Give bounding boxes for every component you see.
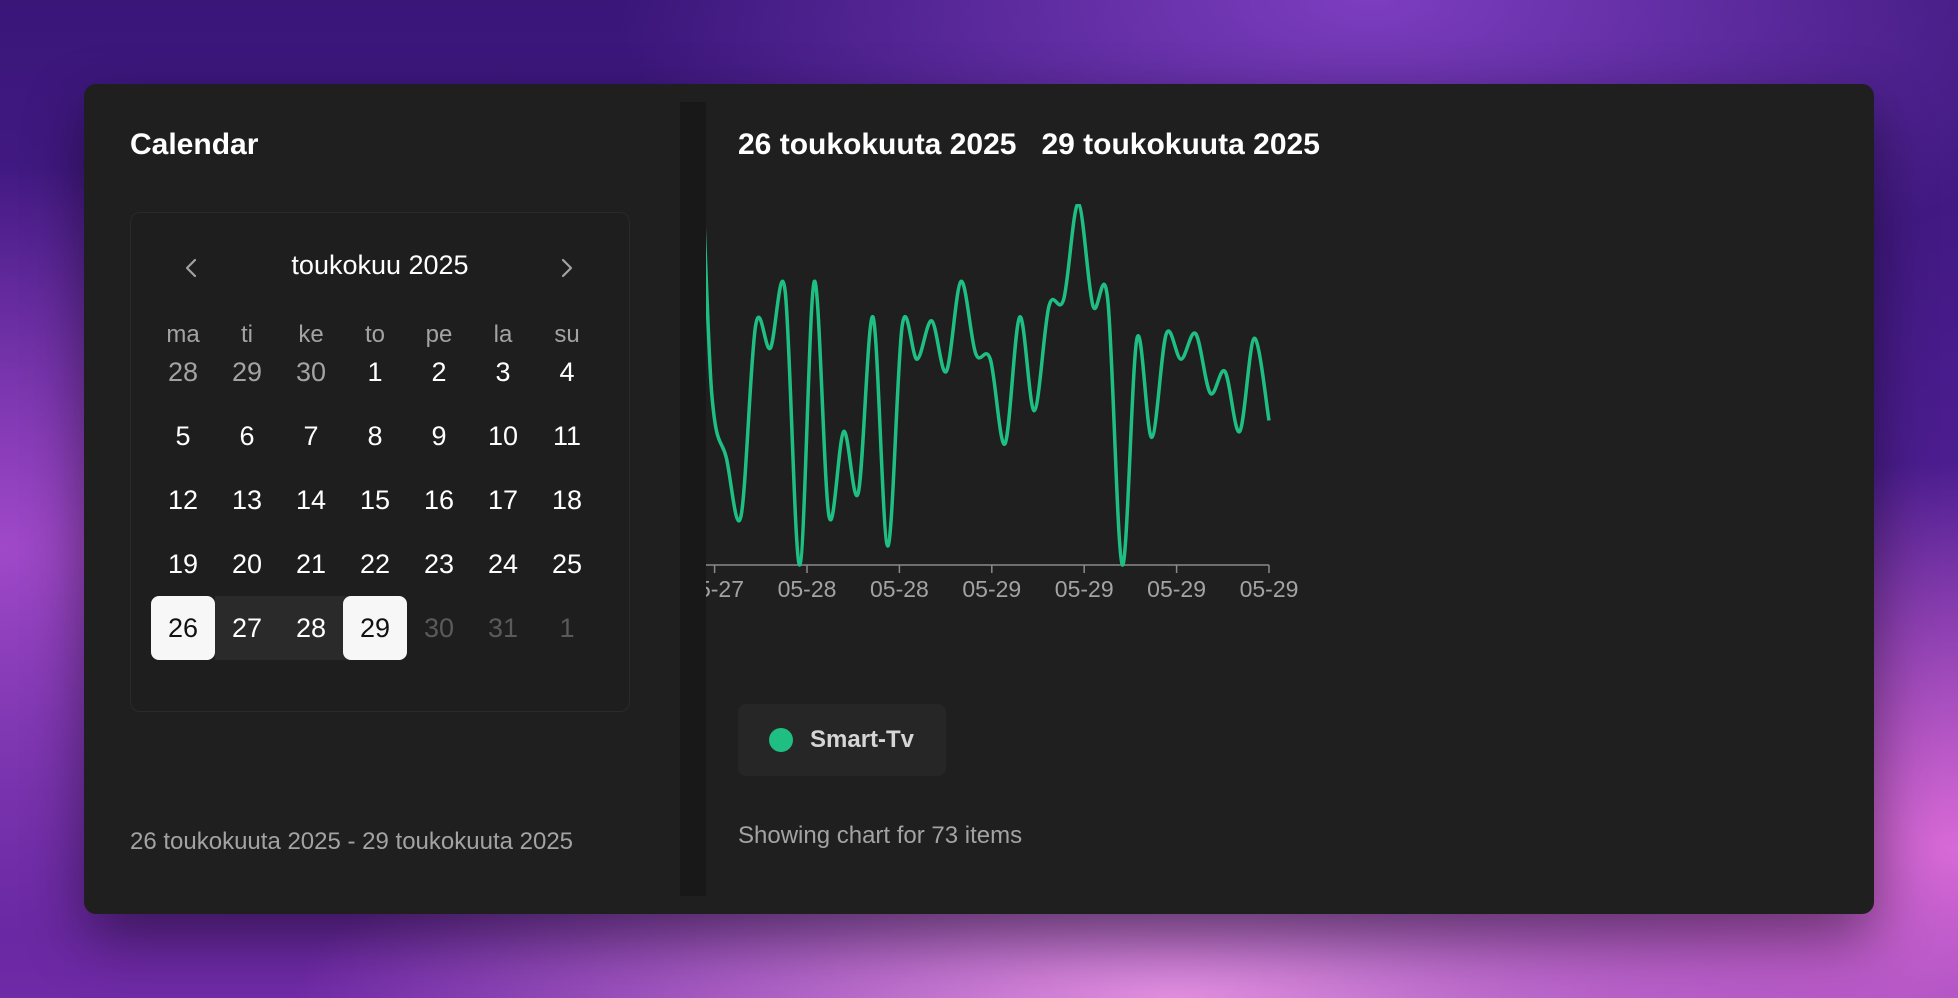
calendar-day[interactable]: 4 [559, 357, 575, 387]
calendar-day[interactable]: 25 [551, 549, 583, 579]
chevron-right-icon [561, 258, 573, 278]
date-range-chart-card: Calendar toukokuu 2025 ma ti ke to pe la su 28… [84, 84, 1874, 914]
calendar-day[interactable]: 24 [487, 549, 519, 579]
calendar-day[interactable]: 6 [239, 421, 255, 451]
calendar-day[interactable]: 16 [423, 485, 455, 515]
calendar-day[interactable]: 11 [552, 421, 582, 451]
calendar-day[interactable]: 14 [295, 485, 327, 515]
weekday-label: pe [425, 321, 453, 348]
chart-panel: 26 toukokuuta 2025 29 toukokuuta 2025 40… [706, 84, 1874, 914]
x-tick-label: 05-28 [870, 576, 929, 602]
weekday-label: to [364, 321, 385, 348]
calendar-day[interactable]: 22 [359, 549, 391, 579]
x-tick-label: 05-29 [1055, 576, 1114, 602]
x-tick-label: 05-28 [778, 576, 837, 602]
series-line-smart-tv [706, 204, 1271, 567]
weekday-label: ti [241, 321, 253, 348]
calendar-day[interactable]: 8 [367, 421, 383, 451]
weekday-label: su [554, 321, 580, 348]
calendar-panel: Calendar toukokuu 2025 ma ti ke to pe la su 28… [84, 84, 680, 914]
line-chart: 40100400900200005-2705-2705-2705-2705-27… [706, 204, 1299, 602]
calendar-day[interactable]: 18 [551, 485, 583, 515]
previous-month-button[interactable] [171, 248, 211, 288]
month-label: toukokuu 2025 [291, 250, 469, 280]
calendar-day[interactable]: 2 [431, 357, 447, 387]
calendar-day[interactable]: 3 [495, 357, 511, 387]
calendar-day[interactable]: 23 [423, 549, 455, 579]
calendar-widget: toukokuu 2025 ma ti ke to pe la su 28 29 30 1 2 3 4 5… [130, 212, 630, 712]
calendar-day[interactable]: 19 [167, 549, 199, 579]
weekday-label: ma [166, 321, 200, 348]
weekday-label: ke [298, 321, 324, 348]
chart-status-text: Showing chart for 73 items [738, 822, 1023, 849]
legend-label: Smart-Tv [810, 726, 915, 753]
calendar-day[interactable]: 30 [295, 357, 327, 387]
x-tick-label: 05-27 [706, 576, 744, 602]
calendar-day[interactable]: 17 [487, 485, 519, 515]
panel-divider[interactable] [680, 102, 706, 896]
calendar-day[interactable]: 27 [231, 613, 263, 643]
calendar-day[interactable]: 30 [423, 613, 455, 643]
calendar-day[interactable]: 26 [151, 596, 215, 660]
calendar-day[interactable]: 10 [487, 421, 519, 451]
calendar-day[interactable]: 28 [167, 357, 199, 387]
calendar-day[interactable]: 12 [167, 485, 199, 515]
calendar-day[interactable]: 7 [303, 421, 319, 451]
calendar-day[interactable]: 28 [295, 613, 327, 643]
chevron-left-icon [185, 258, 197, 278]
calendar-day[interactable]: 1 [367, 357, 383, 387]
calendar-day[interactable]: 5 [175, 421, 191, 451]
x-tick-label: 05-29 [1240, 576, 1299, 602]
calendar-day[interactable]: 29 [343, 596, 407, 660]
calendar-day[interactable]: 1 [559, 613, 575, 643]
calendar-title: Calendar [130, 128, 259, 161]
x-tick-label: 05-29 [962, 576, 1021, 602]
calendar-day[interactable]: 9 [431, 421, 447, 451]
calendar-day[interactable]: 15 [359, 485, 391, 515]
legend-item-smart-tv[interactable]: Smart-Tv [738, 704, 946, 776]
legend-color-dot [769, 728, 793, 752]
x-tick-label: 05-29 [1147, 576, 1206, 602]
weekday-label: la [493, 321, 513, 348]
chart-title: 26 toukokuuta 2025 29 toukokuuta 2025 [738, 128, 1320, 161]
calendar-day[interactable]: 21 [295, 549, 327, 579]
calendar-day[interactable]: 20 [231, 549, 263, 579]
calendar-day[interactable]: 13 [231, 485, 263, 515]
selected-range-text: 26 toukokuuta 2025 - 29 toukokuuta 2025 [130, 828, 574, 855]
calendar-day[interactable]: 31 [487, 613, 519, 643]
calendar-day[interactable]: 29 [231, 357, 263, 387]
next-month-button[interactable] [547, 248, 587, 288]
